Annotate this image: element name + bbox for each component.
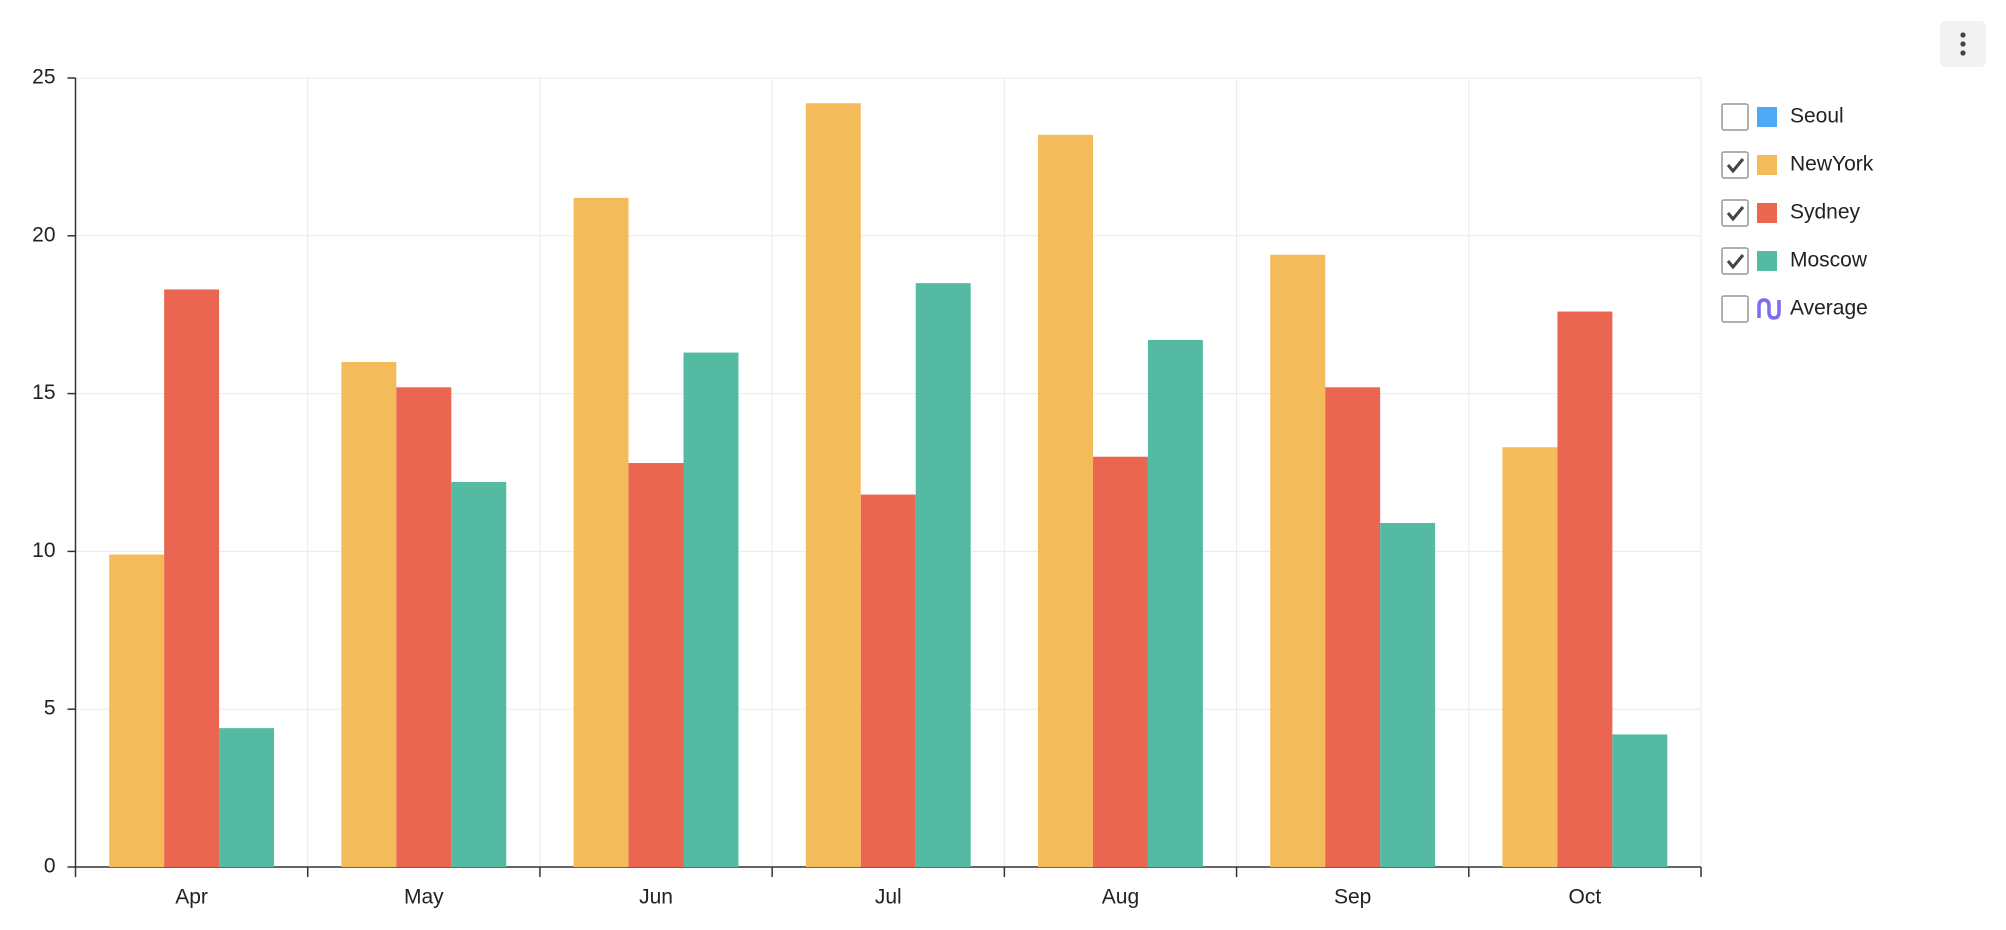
x-tick-label: Apr [175,886,208,909]
check-mark [1726,254,1745,270]
bar [1502,447,1558,867]
bar [1038,134,1093,868]
menu-button[interactable] [1940,21,1986,67]
legend-label: Sydney [1790,201,1861,224]
legend-checkbox [1721,199,1749,227]
legend-label: Seoul [1790,105,1844,128]
legend-item[interactable]: Seoul [1721,103,1844,131]
bar [1325,387,1381,867]
legend-swatch [1757,107,1777,127]
y-tick-label: 20 [32,223,55,246]
bar [1147,339,1203,867]
bar [219,728,275,867]
legend-item[interactable]: Sydney [1721,199,1861,227]
bar [573,197,629,868]
bar [1612,734,1668,867]
y-tick-label: 15 [32,381,55,404]
legend-checkbox [1721,247,1749,275]
y-tick-label: 5 [44,697,56,720]
x-tick-label: Jun [639,886,673,909]
bar [1557,311,1613,867]
bar [860,494,916,867]
y-tick-label: 25 [32,66,55,89]
bar [451,481,507,867]
legend-label: Average [1790,297,1868,320]
legend-item[interactable]: Average [1721,295,1868,323]
legend-swatch [1757,155,1777,175]
legend-checkbox [1721,103,1749,131]
legend-label: Moscow [1790,249,1868,272]
legend-swatch [1757,251,1777,271]
x-tick-label: Jul [875,886,902,909]
y-tick-label: 0 [44,855,56,878]
legend-label: NewYork [1790,153,1874,176]
legend-item[interactable]: Moscow [1721,247,1868,275]
x-tick-label: Sep [1334,886,1371,909]
bar [628,463,684,867]
bar [915,283,971,867]
bar [1380,522,1436,867]
bar [109,554,165,867]
check-mark [1726,206,1745,222]
bar [1270,254,1326,868]
x-tick-label: Oct [1569,886,1602,909]
legend-swatch [1757,203,1777,223]
bar [683,352,739,867]
bar [341,362,397,867]
bar [805,103,861,868]
legend-item[interactable]: NewYork [1721,151,1874,179]
legend-checkbox [1721,151,1749,179]
x-tick-label: Aug [1102,886,1139,909]
bar [396,387,452,867]
x-tick-label: May [404,886,444,909]
legend-checkbox [1721,295,1749,323]
bar [164,289,220,867]
bar [1092,456,1148,867]
legend-icon [1757,298,1781,320]
check-mark [1726,158,1745,174]
y-tick-label: 10 [32,539,55,562]
